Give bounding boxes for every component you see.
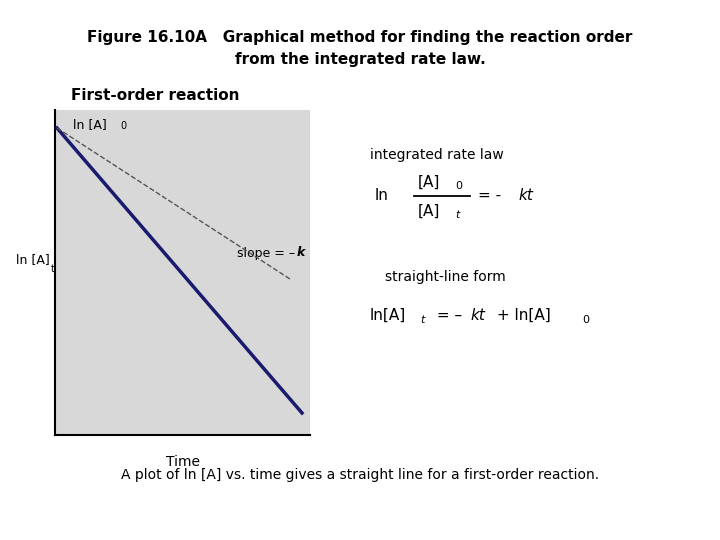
Text: from the integrated rate law.: from the integrated rate law. — [235, 52, 485, 67]
Text: = –: = – — [432, 307, 462, 322]
Text: straight-line form: straight-line form — [385, 270, 505, 284]
Text: 0: 0 — [582, 315, 589, 325]
Text: kt: kt — [518, 188, 533, 204]
Text: t: t — [455, 210, 459, 220]
Text: ln: ln — [375, 188, 389, 204]
Text: t: t — [51, 265, 55, 274]
Text: ln [A]: ln [A] — [73, 118, 107, 131]
Text: Figure 16.10A   Graphical method for finding the reaction order: Figure 16.10A Graphical method for findi… — [87, 30, 633, 45]
Text: ln[A]: ln[A] — [370, 307, 406, 322]
Text: k: k — [297, 246, 305, 260]
Text: + ln[A]: + ln[A] — [492, 307, 551, 322]
Text: A plot of ln [A] vs. time gives a straight line for a first-order reaction.: A plot of ln [A] vs. time gives a straig… — [121, 468, 599, 482]
Text: 0: 0 — [120, 121, 126, 131]
Text: slope = –: slope = – — [237, 246, 295, 260]
Text: integrated rate law: integrated rate law — [370, 148, 504, 162]
Text: kt: kt — [470, 307, 485, 322]
Text: 0: 0 — [455, 181, 462, 191]
Bar — [55, 110, 310, 435]
Text: = -: = - — [478, 188, 506, 204]
Text: First-order reaction: First-order reaction — [71, 88, 239, 103]
Text: ln [A]: ln [A] — [17, 253, 50, 266]
Text: t: t — [420, 315, 424, 325]
Text: [A]: [A] — [418, 174, 441, 190]
Text: Time: Time — [166, 455, 199, 469]
Text: [A]: [A] — [418, 204, 441, 219]
